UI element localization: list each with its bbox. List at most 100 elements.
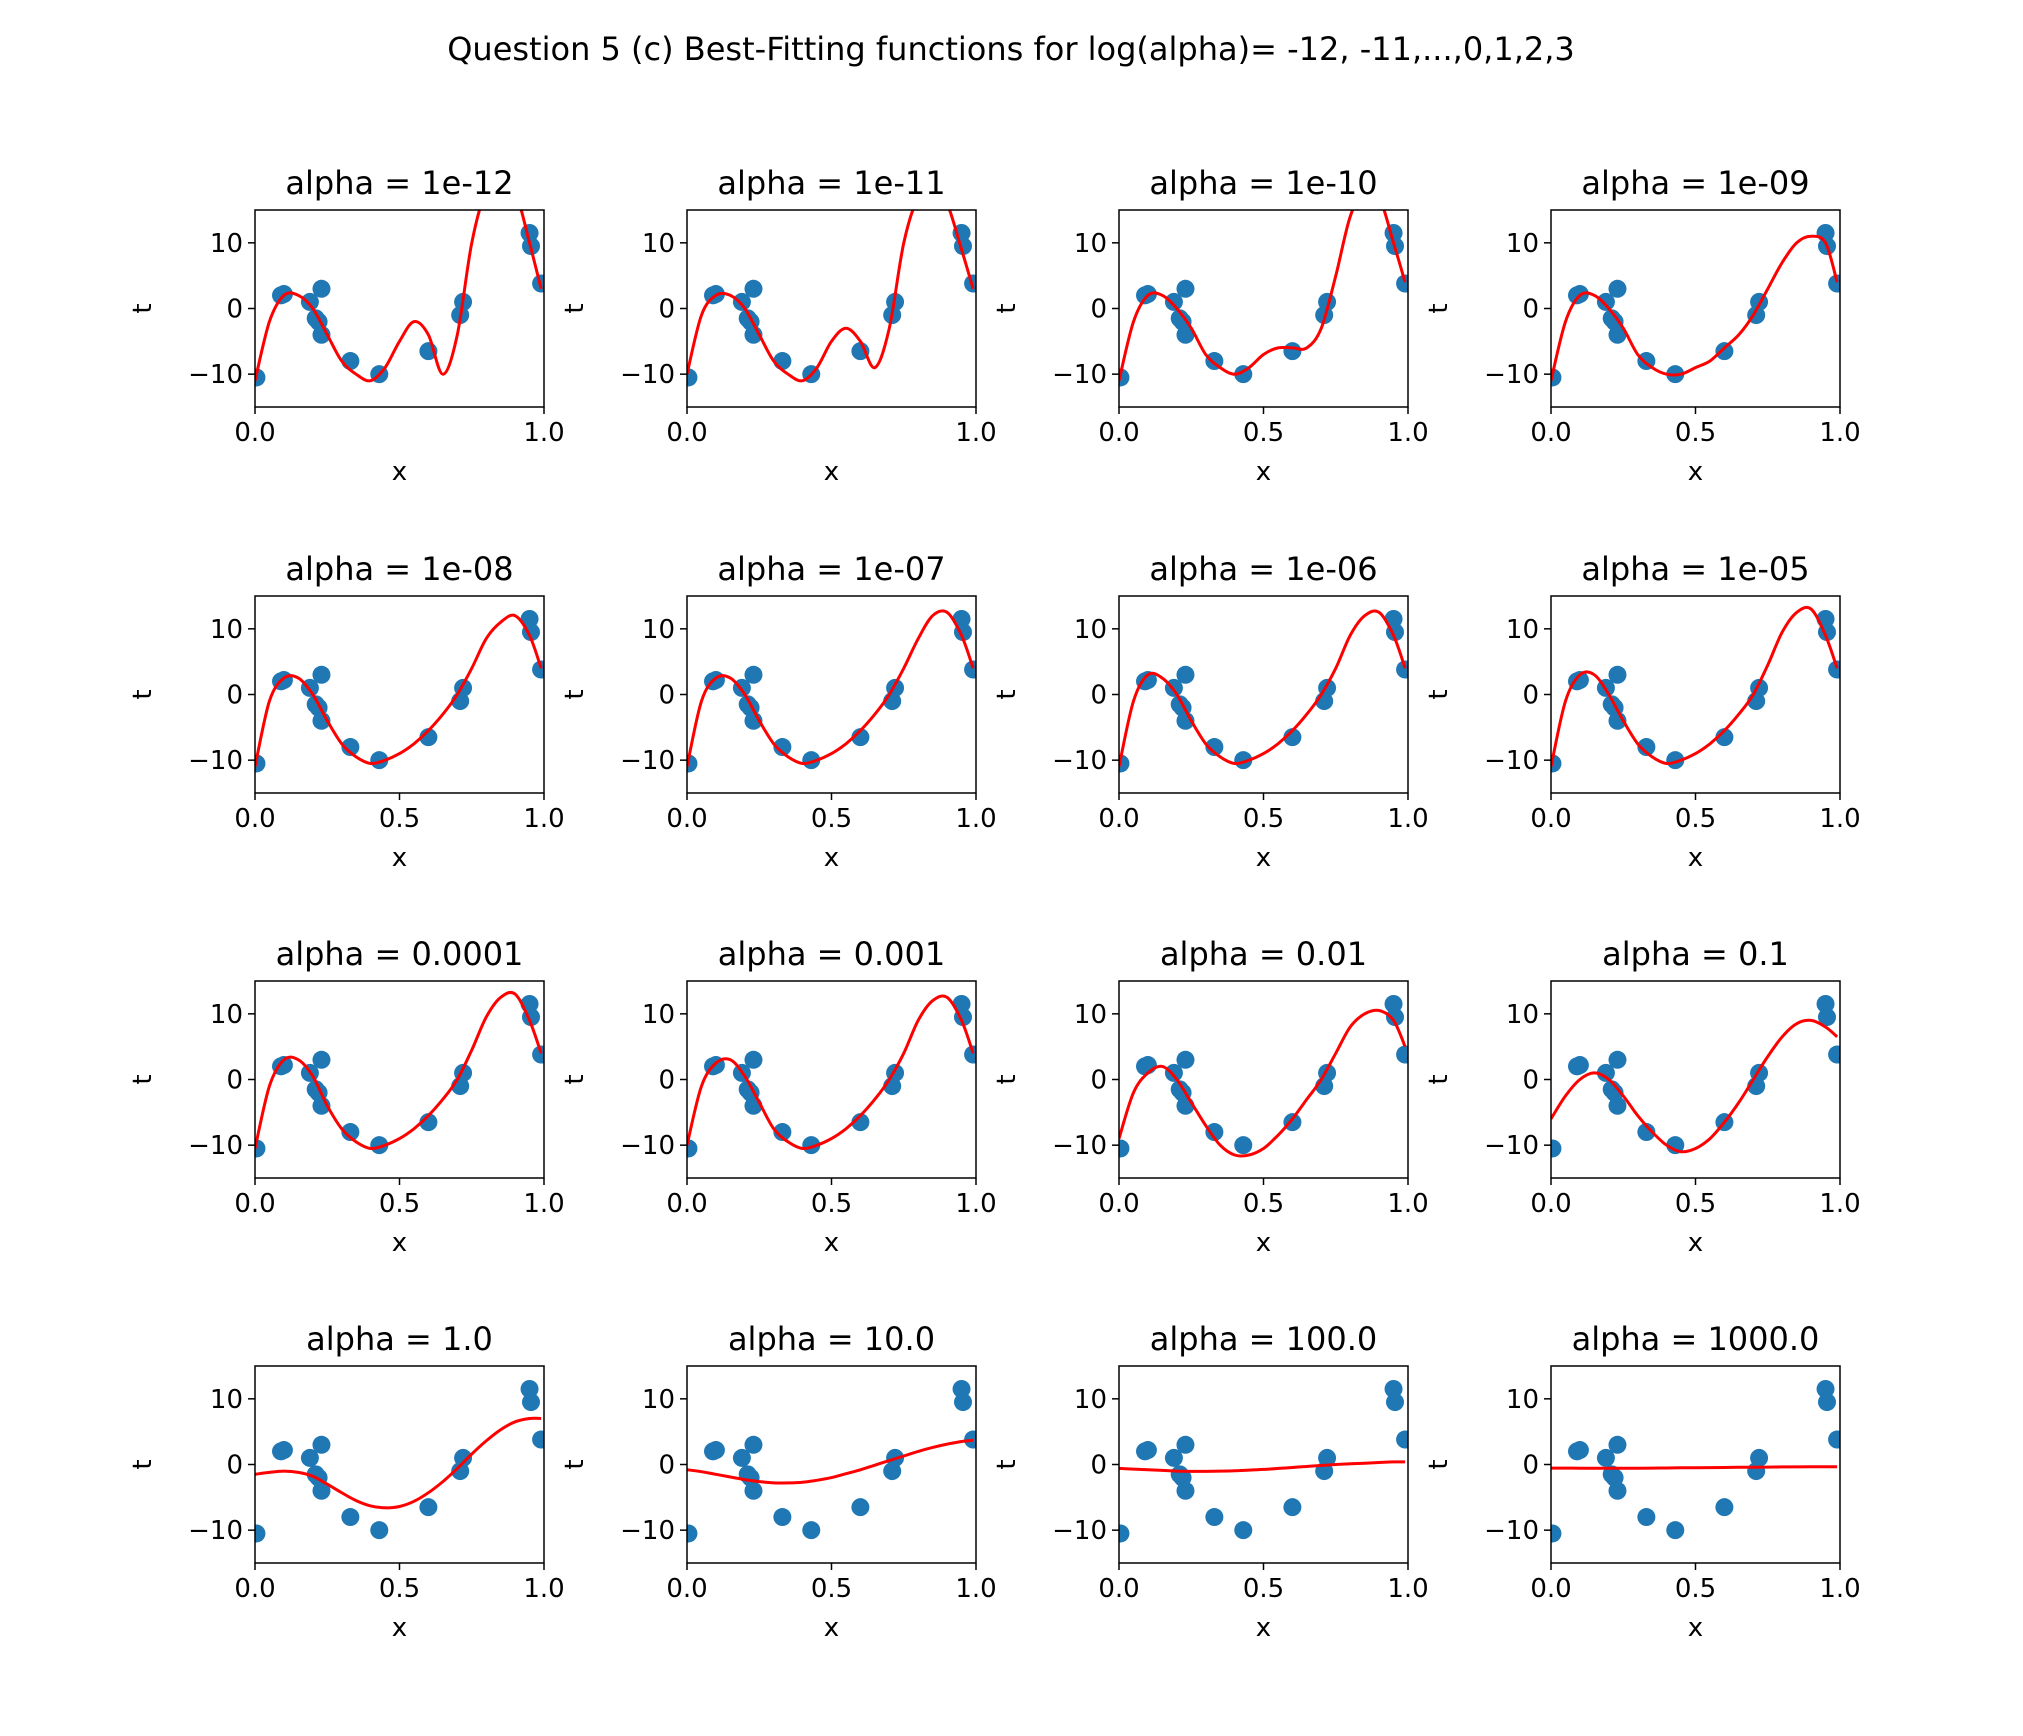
data-point xyxy=(419,1113,438,1132)
y-tick-label: −10 xyxy=(1052,746,1107,776)
data-point xyxy=(744,1481,763,1500)
x-tick-label: 0.5 xyxy=(1243,418,1284,448)
y-tick-label: 0 xyxy=(1090,681,1107,711)
y-axis-label: t xyxy=(992,1074,1022,1084)
data-point xyxy=(255,1139,266,1158)
fit-curve xyxy=(255,613,543,768)
data-point xyxy=(1176,325,1195,344)
data-point xyxy=(1119,1524,1130,1543)
x-tick-label: 0.5 xyxy=(811,804,852,834)
data-point xyxy=(370,1521,389,1540)
y-tick-label: −10 xyxy=(1484,1131,1539,1161)
data-point xyxy=(532,1045,544,1064)
y-tick-label: 10 xyxy=(642,229,675,259)
x-axis-label: x xyxy=(824,457,839,487)
subplot-2: alpha = 1e-11 0.0 1.0 10 0 −10 x t xyxy=(560,164,997,487)
data-point xyxy=(773,1508,792,1527)
data-point xyxy=(687,1139,698,1158)
data-point xyxy=(1666,1136,1685,1155)
x-tick-label: 1.0 xyxy=(1387,804,1428,834)
data-point xyxy=(1234,1521,1253,1540)
x-axis-label: x xyxy=(1256,1228,1271,1258)
data-point xyxy=(1608,1096,1627,1115)
data-point xyxy=(1816,1379,1835,1398)
subplot-8: alpha = 1e-05 0.0 0.5 1.0 10 0 −10 x t xyxy=(1424,550,1861,873)
data-point xyxy=(1384,1379,1403,1398)
data-point xyxy=(953,1393,972,1412)
fit-curve xyxy=(255,990,543,1151)
data-point xyxy=(341,352,360,371)
x-tick-label: 0.5 xyxy=(811,1574,852,1604)
x-tick-label: 1.0 xyxy=(955,418,996,448)
fit-curve xyxy=(1551,234,1839,382)
y-tick-label: 0 xyxy=(226,681,243,711)
x-tick-label: 0.0 xyxy=(1530,804,1571,834)
data-point xyxy=(1608,1050,1627,1069)
y-tick-label: 0 xyxy=(1090,295,1107,325)
y-tick-label: 0 xyxy=(226,1451,243,1481)
data-point xyxy=(732,292,751,311)
y-axis-label: t xyxy=(992,303,1022,313)
data-point xyxy=(1715,1498,1734,1517)
data-points xyxy=(687,994,976,1158)
data-point xyxy=(1318,1448,1337,1467)
x-tick-label: 0.5 xyxy=(1675,418,1716,448)
data-point xyxy=(1164,1063,1183,1082)
data-point xyxy=(341,738,360,757)
data-points xyxy=(687,1379,976,1543)
data-point xyxy=(274,1056,293,1075)
y-axis-label: t xyxy=(128,1459,158,1469)
data-point xyxy=(744,665,763,684)
x-tick-label: 1.0 xyxy=(523,418,564,448)
y-tick-label: −10 xyxy=(620,1516,675,1546)
data-points xyxy=(1551,1379,1840,1543)
data-point xyxy=(312,279,331,298)
data-point xyxy=(1608,665,1627,684)
data-point xyxy=(1138,671,1157,690)
y-tick-label: 0 xyxy=(658,1451,675,1481)
x-axis-label: x xyxy=(824,1228,839,1258)
y-axis-label: t xyxy=(1424,689,1454,699)
subplot-title: alpha = 100.0 xyxy=(1150,1320,1377,1358)
subplot-4: alpha = 1e-09 0.0 0.5 1.0 10 0 −10 x t xyxy=(1424,164,1861,487)
fit-curve xyxy=(1119,1008,1407,1158)
axes-frame xyxy=(254,980,545,1179)
fit-curve xyxy=(687,994,975,1151)
data-point xyxy=(773,352,792,371)
x-tick-label: 0.0 xyxy=(1530,1189,1571,1219)
axes-frame xyxy=(254,209,545,408)
y-tick-label: 0 xyxy=(226,1066,243,1096)
data-point xyxy=(851,342,870,361)
data-point xyxy=(1596,1063,1615,1082)
data-point xyxy=(1551,1524,1562,1543)
subplot-7: alpha = 1e-06 0.0 0.5 1.0 10 0 −10 x t xyxy=(992,550,1429,873)
x-tick-label: 1.0 xyxy=(523,1574,564,1604)
data-point xyxy=(521,1393,540,1412)
y-tick-label: −10 xyxy=(620,746,675,776)
data-point xyxy=(300,292,319,311)
axes-frame xyxy=(1550,209,1841,408)
subplot-14: alpha = 10.0 0.0 0.5 1.0 10 0 −10 x t xyxy=(560,1320,997,1643)
y-tick-label: −10 xyxy=(188,1131,243,1161)
x-axis-label: x xyxy=(392,1228,407,1258)
data-point xyxy=(419,728,438,747)
y-tick-label: −10 xyxy=(1052,1131,1107,1161)
axes-frame xyxy=(1118,980,1409,1179)
y-tick-label: 10 xyxy=(210,1385,243,1415)
y-tick-label: 10 xyxy=(1074,615,1107,645)
data-point xyxy=(1164,292,1183,311)
axes-frame xyxy=(1118,209,1409,408)
data-point xyxy=(744,1435,763,1454)
x-tick-label: 0.5 xyxy=(1243,1574,1284,1604)
y-tick-label: 0 xyxy=(658,681,675,711)
y-axis-label: t xyxy=(560,1459,590,1469)
subplot-title: alpha = 1e-12 xyxy=(285,164,513,202)
x-axis-label: x xyxy=(392,457,407,487)
subplot-10: alpha = 0.001 0.0 0.5 1.0 10 0 −10 x t xyxy=(560,935,997,1258)
data-point xyxy=(1396,660,1408,679)
fit-curve xyxy=(1551,1018,1839,1154)
data-point xyxy=(1164,1448,1183,1467)
data-point xyxy=(1119,1139,1130,1158)
